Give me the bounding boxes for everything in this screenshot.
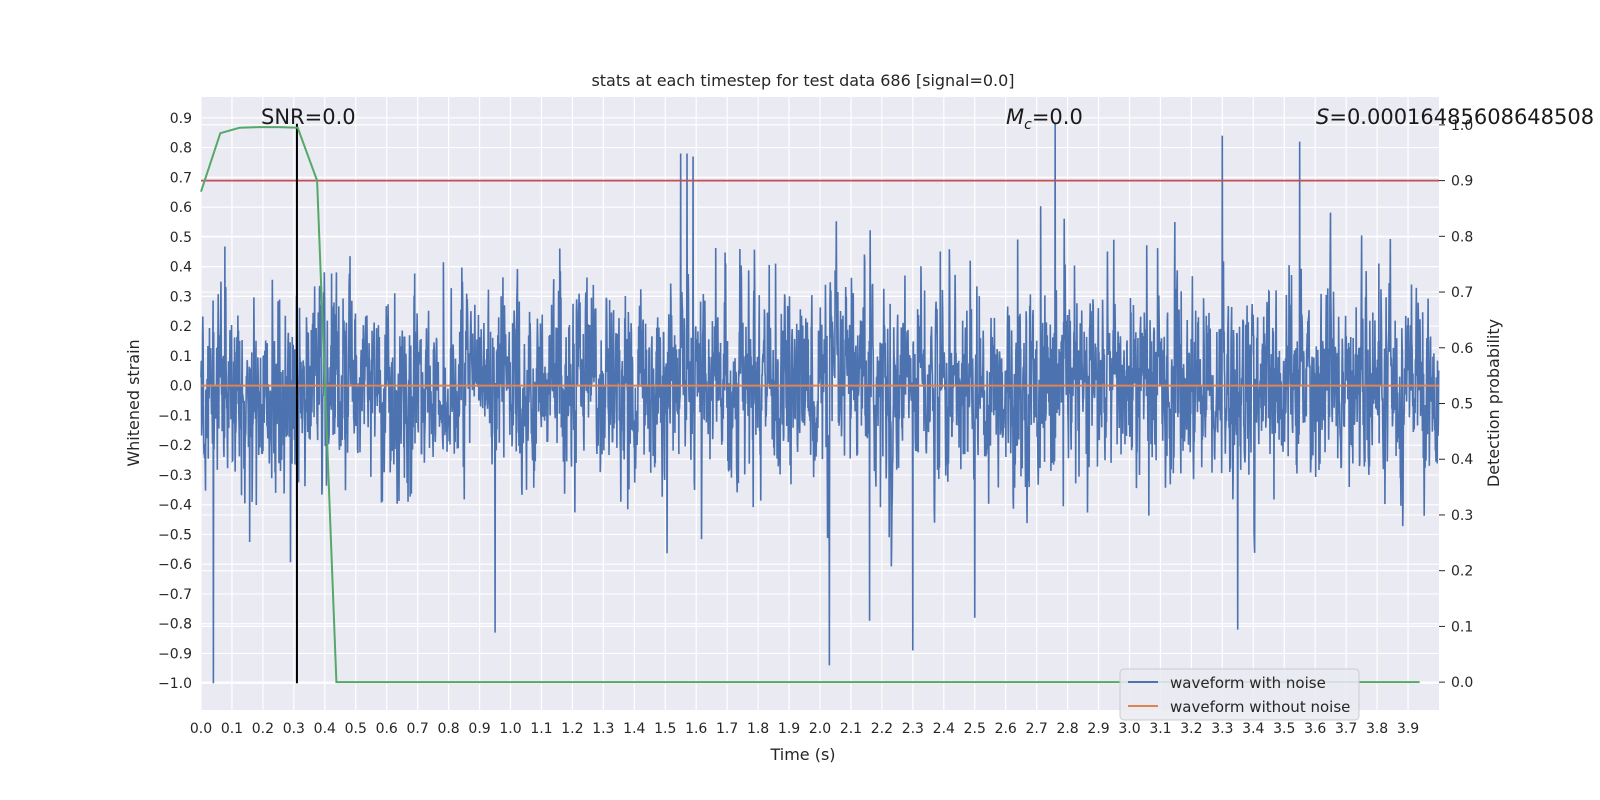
y-tick-label: −0.7 bbox=[158, 587, 192, 603]
y-tick-label: 0.4 bbox=[170, 260, 192, 276]
series-waveform-with-noise bbox=[200, 123, 1440, 684]
legend-box bbox=[1119, 668, 1360, 721]
y2-tick-label: 0.2 bbox=[1451, 564, 1473, 580]
y-tick-label: −1.0 bbox=[158, 676, 192, 692]
detection-probability-line bbox=[200, 126, 1420, 684]
x-tick-label: 3.9 bbox=[1397, 721, 1419, 737]
x-tick-label: 1.2 bbox=[561, 721, 583, 737]
x-tick-label: 1.5 bbox=[654, 721, 676, 737]
y-tick-label: −0.8 bbox=[158, 617, 192, 633]
x-tick-label: 1.9 bbox=[778, 721, 800, 737]
x-axis-label: Time (s) bbox=[769, 745, 835, 764]
x-axis-ticks: 0.0 0.1 0.2 0.3 0.4 0.5 0.6 0.7 0.8 0.9 1.0 1.1 1.2 1… bbox=[190, 721, 1419, 737]
legend-label-waveform-without-noise: waveform without noise bbox=[1170, 698, 1350, 716]
s-annotation: S=0.00016485608648508 bbox=[1316, 105, 1594, 129]
x-tick-label: 0.0 bbox=[190, 721, 212, 737]
chirp-mass-symbol: M bbox=[1006, 105, 1024, 129]
x-tick-label: 2.8 bbox=[1056, 721, 1078, 737]
x-tick-label: 0.3 bbox=[283, 721, 305, 737]
y-tick-label: −0.6 bbox=[158, 557, 192, 573]
chart-title: stats at each timestep for test data 686… bbox=[591, 71, 1014, 90]
x-tick-label: 2.4 bbox=[933, 721, 955, 737]
x-tick-label: 3.7 bbox=[1335, 721, 1357, 737]
y-tick-label: 0.1 bbox=[170, 349, 192, 365]
x-tick-label: 0.6 bbox=[376, 721, 398, 737]
x-tick-label: 0.5 bbox=[345, 721, 367, 737]
y2-tick-label: 0.3 bbox=[1451, 508, 1473, 524]
x-tick-label: 0.9 bbox=[468, 721, 490, 737]
y2-axis-ticks: 1.0 0.9 0.8 0.7 0.6 0.5 0.4 0.3 0.2 0.1 0.0 bbox=[1439, 118, 1473, 691]
y-tick-label: 0.9 bbox=[170, 111, 192, 127]
x-tick-label: 1.0 bbox=[499, 721, 521, 737]
y-tick-label: 0.8 bbox=[170, 141, 192, 157]
y-tick-label: 0.3 bbox=[170, 289, 192, 305]
y-tick-label: −0.4 bbox=[158, 498, 192, 514]
x-tick-label: 3.4 bbox=[1242, 721, 1264, 737]
y2-tick-label: 0.1 bbox=[1451, 619, 1473, 635]
y2-tick-label: 1.0 bbox=[1451, 118, 1473, 134]
y-tick-label: −0.3 bbox=[158, 468, 192, 484]
x-tick-label: 2.1 bbox=[840, 721, 862, 737]
x-tick-label: 0.7 bbox=[407, 721, 429, 737]
y2-tick-label: 0.6 bbox=[1451, 341, 1473, 357]
x-tick-label: 2.0 bbox=[809, 721, 831, 737]
y2-tick-label: 0.9 bbox=[1451, 174, 1473, 190]
x-tick-label: 3.1 bbox=[1149, 721, 1171, 737]
chirp-mass-annotation: Mc=0.0 bbox=[1006, 105, 1083, 133]
x-tick-label: 3.8 bbox=[1366, 721, 1388, 737]
x-tick-label: 1.4 bbox=[623, 721, 645, 737]
x-tick-label: 2.5 bbox=[964, 721, 986, 737]
s-symbol: S bbox=[1316, 105, 1329, 129]
y-axis-ticks: 0.9 0.8 0.7 0.6 0.5 0.4 0.3 0.2 0.1 0.0 −0.1 −0.2 −0… bbox=[158, 111, 192, 692]
x-tick-label: 3.5 bbox=[1273, 721, 1295, 737]
y2-axis-label: Detection probability bbox=[1484, 319, 1503, 487]
y2-tick-label: 0.7 bbox=[1451, 285, 1473, 301]
snr-annotation: SNR=0.0 bbox=[261, 105, 356, 129]
legend-label-waveform-with-noise: waveform with noise bbox=[1170, 674, 1326, 692]
x-tick-label: 3.6 bbox=[1304, 721, 1326, 737]
x-tick-label: 1.6 bbox=[685, 721, 707, 737]
x-tick-label: 0.2 bbox=[252, 721, 274, 737]
y-axis-label: Whitened strain bbox=[124, 339, 143, 466]
y-tick-label: 0.7 bbox=[170, 170, 192, 186]
y-tick-label: 0.5 bbox=[170, 230, 192, 246]
s-value: =0.00016485608648508 bbox=[1329, 105, 1594, 129]
y-tick-label: −0.2 bbox=[158, 438, 192, 454]
x-tick-label: 2.3 bbox=[902, 721, 924, 737]
y2-tick-label: 0.0 bbox=[1451, 675, 1473, 691]
legend: waveform with noise waveform without noi… bbox=[1119, 668, 1360, 721]
x-tick-label: 1.8 bbox=[747, 721, 769, 737]
y-tick-label: −0.9 bbox=[158, 646, 192, 662]
x-tick-label: 0.8 bbox=[437, 721, 459, 737]
y-tick-label: 0.6 bbox=[170, 200, 192, 216]
y-tick-label: −0.5 bbox=[158, 527, 192, 543]
x-tick-label: 2.7 bbox=[1026, 721, 1048, 737]
x-tick-label: 3.0 bbox=[1118, 721, 1140, 737]
x-tick-label: 2.2 bbox=[871, 721, 893, 737]
y-tick-label: 0.2 bbox=[170, 319, 192, 335]
x-tick-label: 1.7 bbox=[716, 721, 738, 737]
x-tick-label: 2.9 bbox=[1087, 721, 1109, 737]
x-tick-label: 3.3 bbox=[1211, 721, 1233, 737]
waveform-with-noise-line bbox=[200, 123, 1440, 684]
x-tick-label: 0.4 bbox=[314, 721, 336, 737]
x-tick-label: 1.1 bbox=[530, 721, 552, 737]
x-tick-label: 0.1 bbox=[221, 721, 243, 737]
y2-tick-label: 0.5 bbox=[1451, 397, 1473, 413]
x-tick-label: 2.6 bbox=[995, 721, 1017, 737]
y-tick-label: 0.0 bbox=[170, 379, 192, 395]
y2-tick-label: 0.4 bbox=[1451, 452, 1473, 468]
y2-tick-label: 0.8 bbox=[1451, 229, 1473, 245]
x-tick-label: 1.3 bbox=[592, 721, 614, 737]
y-tick-label: −0.1 bbox=[158, 408, 192, 424]
chirp-mass-subscript: c bbox=[1024, 117, 1032, 133]
chirp-mass-value: =0.0 bbox=[1032, 105, 1083, 129]
x-tick-label: 3.2 bbox=[1180, 721, 1202, 737]
